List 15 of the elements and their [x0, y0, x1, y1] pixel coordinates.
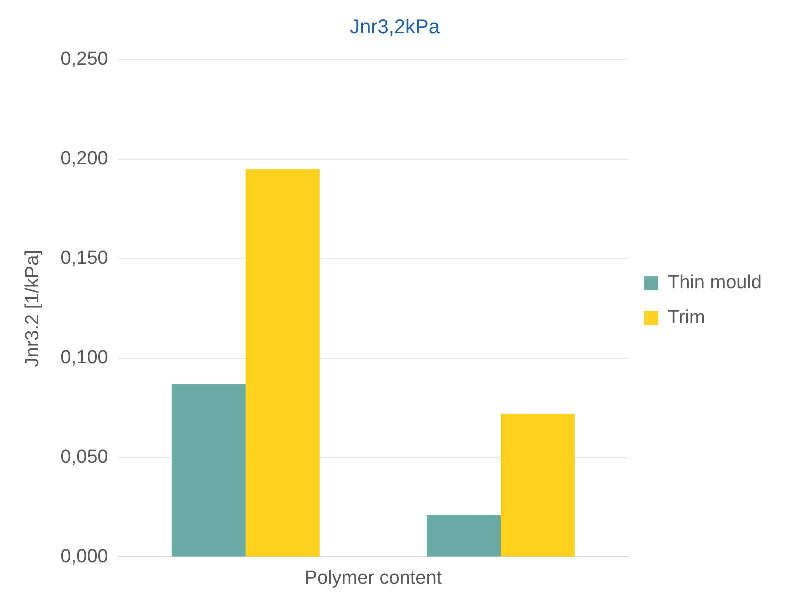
- bar: [426, 515, 501, 557]
- legend-label: Thin mould: [668, 272, 762, 294]
- legend-label: Trim: [668, 308, 706, 329]
- x-axis-title: Polymer content: [304, 568, 443, 589]
- y-tick-label: 0,100: [60, 348, 108, 369]
- bar: [172, 384, 246, 557]
- bar: [246, 169, 320, 557]
- y-tick-label: 0,050: [60, 446, 108, 468]
- y-tick-label: 0,000: [60, 546, 108, 568]
- bar: [500, 414, 575, 557]
- y-tick-label: 0,150: [60, 248, 108, 270]
- chart-title: Jnr3,2kPa: [350, 16, 441, 39]
- y-axis-title: Jnr3.2 [1/kPa]: [22, 250, 44, 368]
- y-tick-label: 0,250: [60, 49, 108, 70]
- y-tick-label: 0,200: [60, 148, 108, 170]
